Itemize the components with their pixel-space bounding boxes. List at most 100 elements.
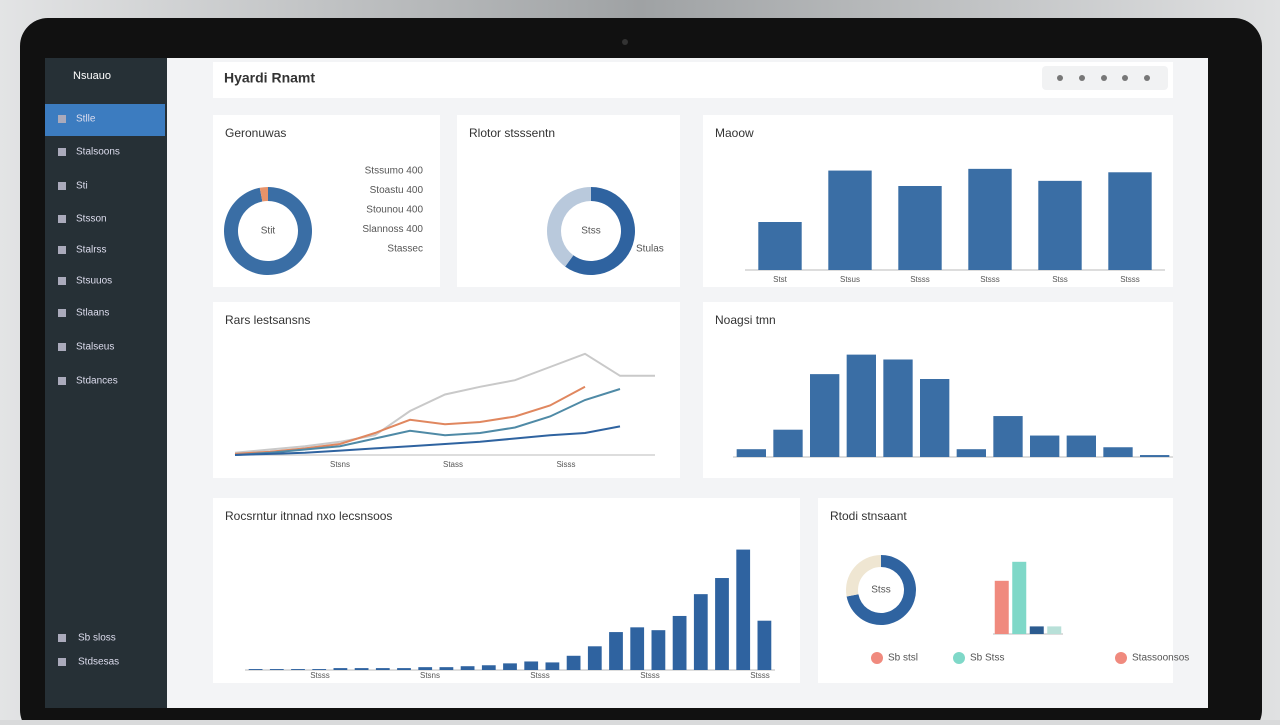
bar bbox=[439, 667, 454, 670]
bar bbox=[758, 222, 802, 270]
bar bbox=[312, 669, 327, 670]
card bbox=[213, 302, 680, 478]
card-title: Noagsi tmn bbox=[715, 313, 776, 327]
legend-item: Stulas bbox=[636, 244, 664, 255]
x-tick-label: Stsss bbox=[310, 671, 330, 680]
nav-item[interactable]: Stdances bbox=[76, 376, 118, 387]
nav-icon bbox=[58, 377, 66, 385]
donut-center: Stit bbox=[261, 226, 276, 237]
line-series bbox=[234, 352, 655, 454]
bar bbox=[846, 354, 876, 457]
nav-icon bbox=[58, 658, 66, 666]
bar bbox=[375, 668, 390, 670]
legend-swatch bbox=[1115, 652, 1127, 664]
nav-icon bbox=[58, 182, 66, 190]
nav-icon bbox=[58, 309, 66, 317]
page-title: Hyardi Rnamt bbox=[224, 70, 315, 86]
bar bbox=[828, 170, 872, 270]
card bbox=[213, 498, 800, 683]
legend-item: Sb stsl bbox=[888, 653, 918, 664]
bar bbox=[587, 646, 602, 670]
nav-item[interactable]: Stsuuos bbox=[76, 276, 112, 287]
nav-icon bbox=[58, 148, 66, 156]
header bbox=[213, 62, 1173, 98]
bar bbox=[810, 374, 840, 457]
nav-icon bbox=[58, 343, 66, 351]
donut-center: Stss bbox=[871, 585, 890, 596]
bar bbox=[503, 663, 517, 670]
bar bbox=[968, 168, 1012, 270]
legend-item: Slannoss 400 bbox=[362, 224, 423, 235]
bar bbox=[1029, 626, 1044, 634]
icon[interactable] bbox=[1079, 75, 1085, 81]
bar bbox=[883, 359, 913, 457]
bar bbox=[545, 662, 560, 670]
bar bbox=[993, 416, 1023, 457]
bar bbox=[773, 429, 803, 457]
x-tick-label: Stsss bbox=[980, 275, 1000, 284]
bar bbox=[693, 594, 708, 670]
nav-item[interactable]: Stlaans bbox=[76, 308, 109, 319]
brand: Nsuauo bbox=[73, 70, 111, 82]
bar bbox=[397, 668, 411, 670]
line-series bbox=[234, 388, 621, 456]
nav-icon bbox=[58, 215, 66, 223]
bar bbox=[736, 549, 751, 670]
nav-icon bbox=[58, 246, 66, 254]
bar bbox=[269, 669, 284, 670]
bar bbox=[1030, 435, 1060, 457]
legend-item: Stounou 400 bbox=[366, 205, 423, 216]
x-tick-label: Stsss bbox=[530, 671, 550, 680]
bar bbox=[920, 379, 950, 457]
bar bbox=[898, 186, 942, 270]
x-tick-label: Stsss bbox=[1120, 275, 1140, 284]
bar bbox=[672, 615, 687, 670]
bar bbox=[1047, 626, 1062, 634]
icon[interactable] bbox=[1057, 75, 1063, 81]
nav-item[interactable]: Stdsesas bbox=[78, 657, 119, 668]
legend-item: Stoastu 400 bbox=[370, 185, 424, 196]
bar bbox=[1108, 172, 1152, 270]
bar bbox=[715, 578, 729, 670]
bar bbox=[291, 669, 305, 670]
icon[interactable] bbox=[1101, 75, 1107, 81]
x-tick-label: Stsns bbox=[420, 671, 440, 680]
bar bbox=[757, 620, 772, 670]
donut-segment bbox=[846, 555, 916, 625]
bar bbox=[1140, 455, 1170, 457]
bar bbox=[956, 449, 986, 457]
icon[interactable] bbox=[1144, 75, 1150, 81]
legend-item: Stssumo 400 bbox=[365, 166, 424, 177]
bar bbox=[333, 668, 348, 670]
x-tick-label: Stsss bbox=[640, 671, 660, 680]
nav-item[interactable]: Stsson bbox=[76, 214, 107, 225]
nav-icon bbox=[58, 277, 66, 285]
legend-item: Sb Stss bbox=[970, 653, 1004, 664]
x-tick-label: Stass bbox=[443, 460, 463, 469]
nav-item[interactable]: Stalrss bbox=[76, 245, 107, 256]
icon[interactable] bbox=[1122, 75, 1128, 81]
nav-item[interactable]: Stlle bbox=[76, 114, 96, 125]
card-title: Rtodi stnsaant bbox=[830, 509, 907, 523]
nav-item[interactable]: Stalsoons bbox=[76, 147, 120, 158]
donut-segment bbox=[259, 187, 268, 202]
bar bbox=[481, 665, 496, 670]
card-title: Maoow bbox=[715, 126, 754, 140]
nav-item[interactable]: Sti bbox=[76, 181, 88, 192]
line-series bbox=[234, 385, 586, 455]
donut-segment bbox=[547, 187, 591, 267]
donut-segment bbox=[846, 555, 881, 597]
card-title: Rocsrntur itnnad nxo lecsnsoos bbox=[225, 509, 392, 523]
nav-item[interactable]: Sb sloss bbox=[78, 633, 116, 644]
nav-item[interactable]: Stalseus bbox=[76, 342, 114, 353]
x-tick-label: Sisss bbox=[556, 460, 575, 469]
x-tick-label: Stsss bbox=[910, 275, 930, 284]
x-tick-label: Stsns bbox=[330, 460, 350, 469]
legend-item: Stassoonsos bbox=[1132, 653, 1189, 664]
nav-icon bbox=[58, 634, 66, 642]
line-series bbox=[234, 425, 621, 456]
legend-swatch bbox=[871, 652, 883, 664]
bar bbox=[1012, 561, 1027, 634]
bar bbox=[630, 627, 645, 670]
